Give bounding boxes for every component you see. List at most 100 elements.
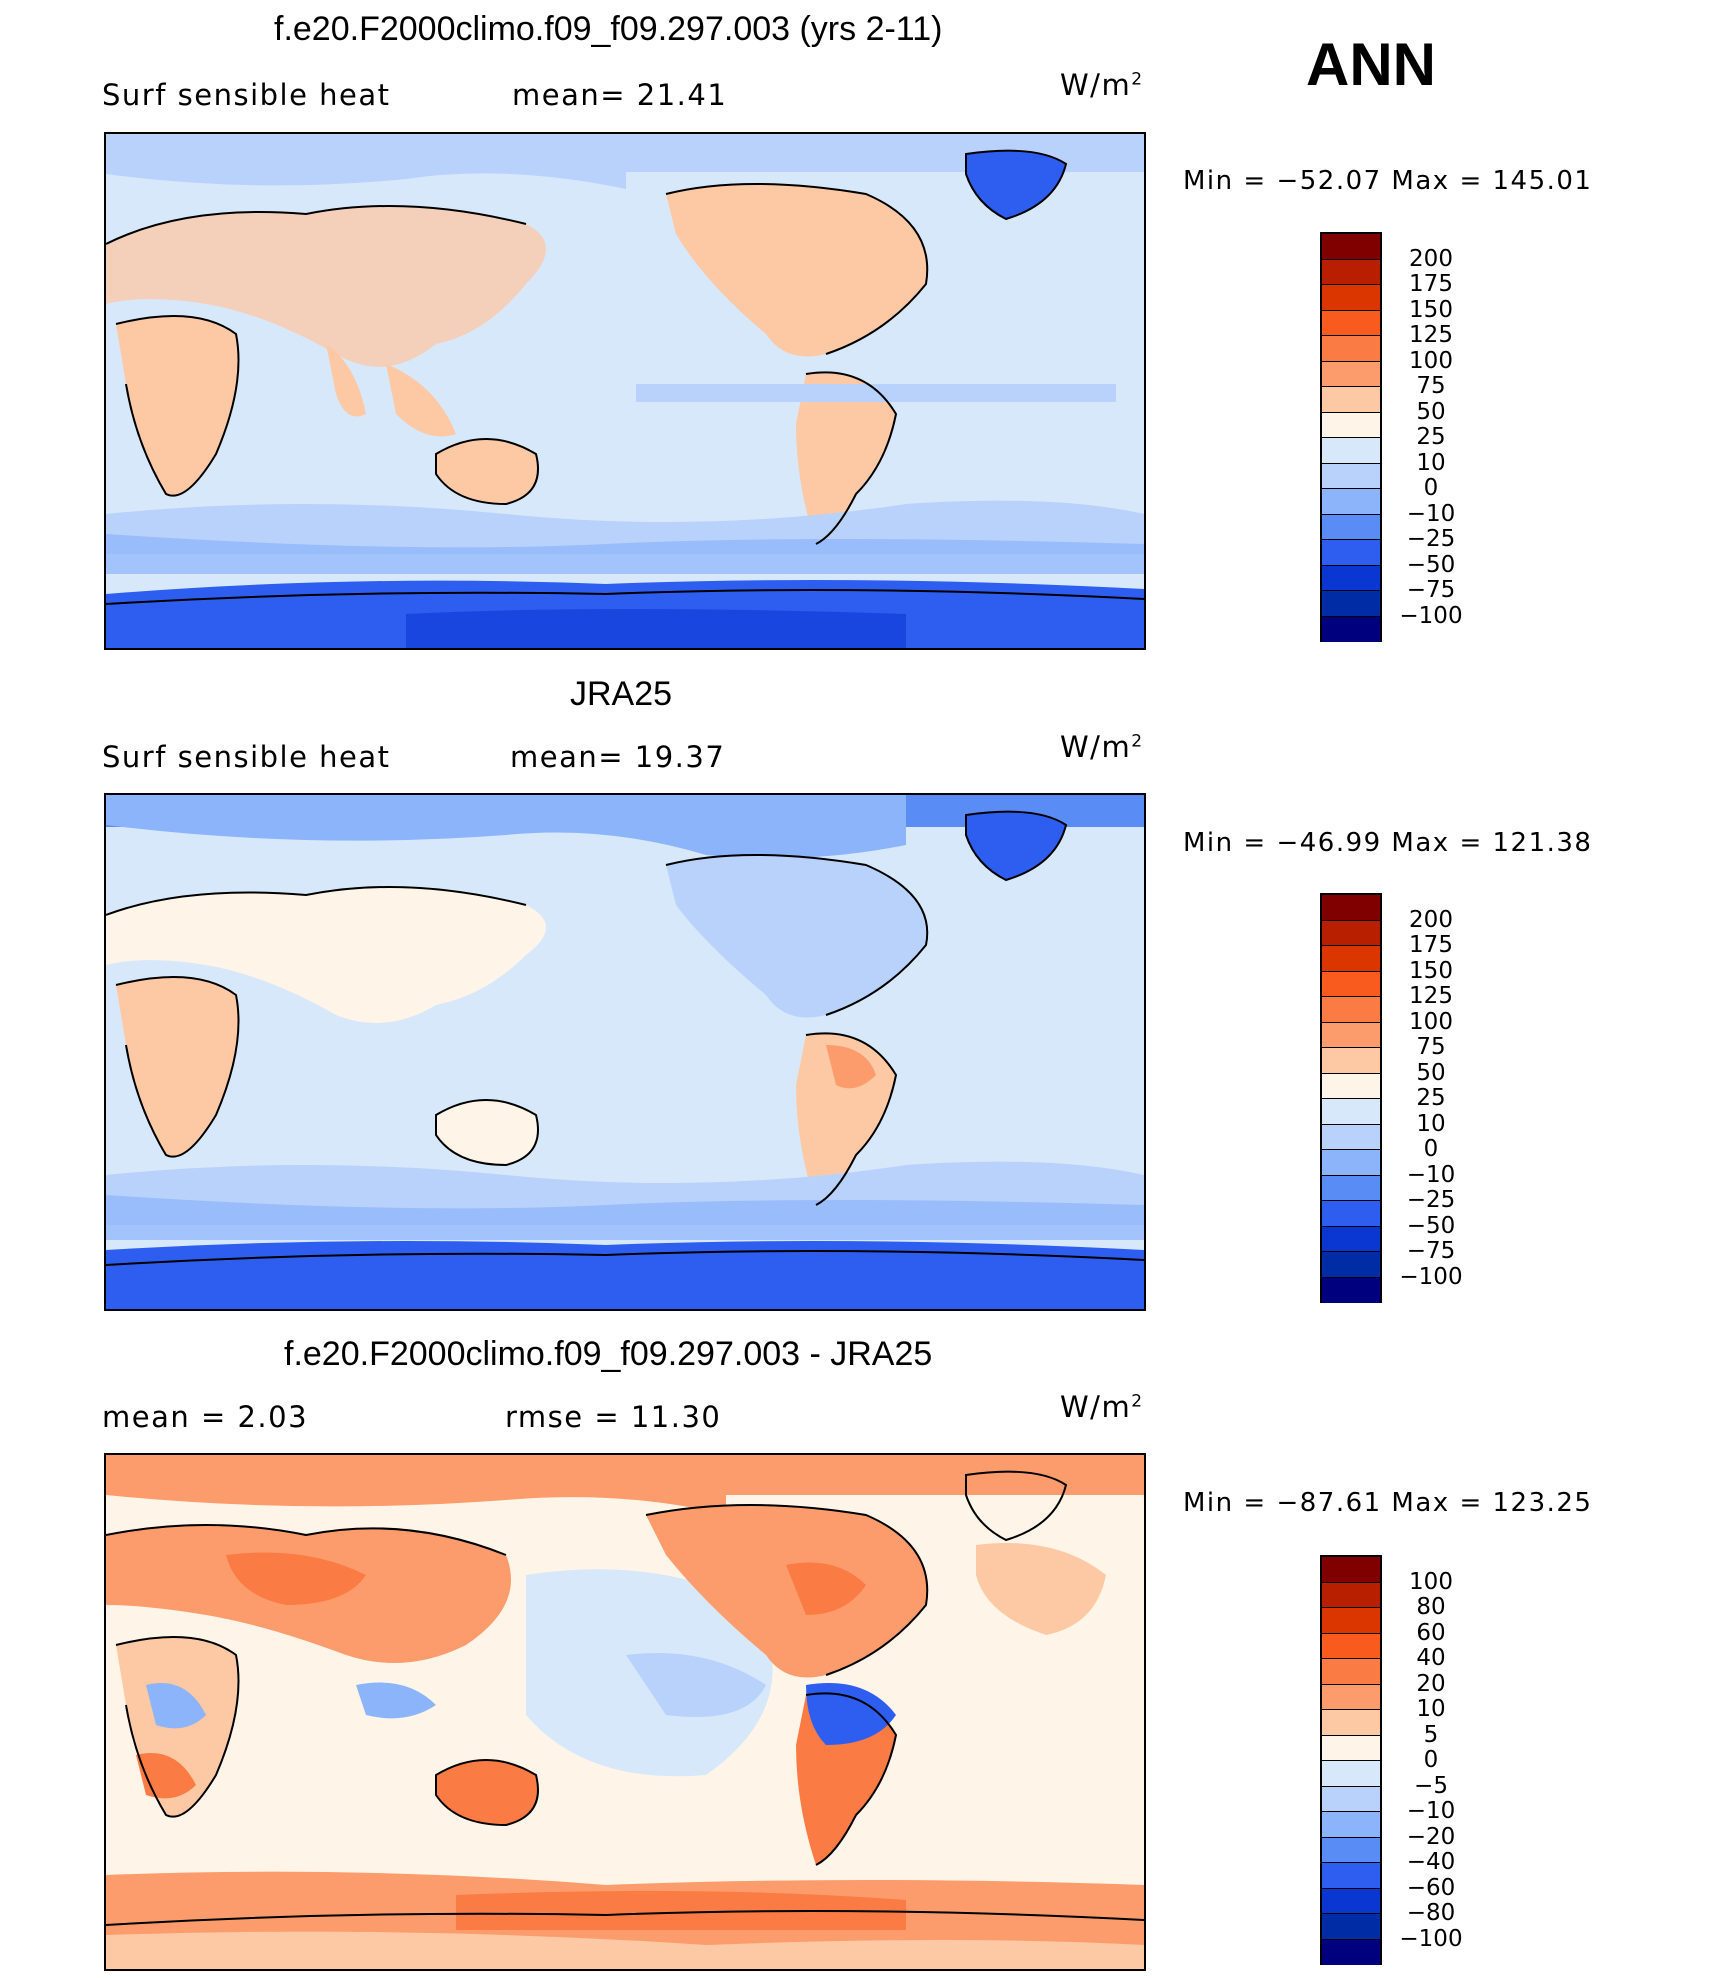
panel-3-units: W/m2 (1060, 1390, 1144, 1424)
colorbar-tick-label: 5 (1423, 1722, 1439, 1748)
colorbar-tick-label: 125 (1409, 322, 1453, 348)
colorbar-swatch (1322, 616, 1380, 642)
colorbar-tick-label: 25 (1416, 424, 1446, 450)
colorbar-swatch (1322, 1812, 1380, 1838)
colorbar-tick-label: 0 (1423, 1136, 1439, 1162)
colorbar-swatch (1322, 310, 1380, 336)
colorbar-tick-label: −75 (1406, 1238, 1456, 1264)
colorbar-swatch (1322, 463, 1380, 489)
colorbar-tick-label: 80 (1416, 1594, 1446, 1620)
colorbar-swatch (1322, 361, 1380, 387)
colorbar-tick-label: 40 (1416, 1645, 1446, 1671)
colorbar-tick-label: −40 (1406, 1849, 1456, 1875)
panel-2-map (104, 793, 1146, 1311)
colorbar-swatch (1322, 1837, 1380, 1863)
colorbar-tick-label: 10 (1416, 450, 1446, 476)
colorbar-tick-label: 10 (1416, 1111, 1446, 1137)
colorbar-swatch (1322, 946, 1380, 972)
colorbar-tick-label: −25 (1406, 526, 1456, 552)
panel-3-minmax: Min = −87.61 Max = 123.25 (1183, 1488, 1593, 1518)
season-label: ANN (1306, 31, 1436, 98)
colorbar-tick-label: −75 (1406, 577, 1456, 603)
colorbar-swatch (1322, 1786, 1380, 1812)
colorbar-swatch (1322, 1099, 1380, 1125)
colorbar-swatch (1322, 387, 1380, 413)
colorbar-swatch (1322, 1659, 1380, 1685)
colorbar-swatch (1322, 438, 1380, 464)
panel-1-variable-label: Surf sensible heat (102, 78, 391, 112)
panel-2-mean-label: mean= 19.37 (510, 740, 726, 774)
panel-1-mean-label: mean= 21.41 (512, 78, 728, 112)
colorbar-tick-label: 125 (1409, 983, 1453, 1009)
colorbar-tick-label: 100 (1409, 1569, 1453, 1595)
colorbar-tick-label: −50 (1406, 1213, 1456, 1239)
colorbar-swatch (1322, 1888, 1380, 1914)
colorbar-tick-label: 100 (1409, 1009, 1453, 1035)
colorbar-tick-label: 25 (1416, 1085, 1446, 1111)
colorbar-tick-label: −5 (1414, 1773, 1448, 1799)
colorbar-tick-label: 0 (1423, 1747, 1439, 1773)
panel-1-units: W/m2 (1060, 68, 1144, 102)
colorbar-tick-label: −60 (1406, 1875, 1456, 1901)
colorbar-tick-label: 75 (1416, 373, 1446, 399)
colorbar-tick-label: −10 (1406, 501, 1456, 527)
colorbar-swatch (1322, 514, 1380, 540)
colorbar-swatch (1322, 1557, 1380, 1583)
colorbar-swatch (1322, 591, 1380, 617)
colorbar-swatch (1322, 1277, 1380, 1303)
colorbar-swatch (1322, 1735, 1380, 1761)
colorbar-tick-label: −80 (1406, 1900, 1456, 1926)
panel-2-colorbar (1320, 893, 1382, 1303)
panel-1-map (104, 132, 1146, 650)
panel-1-title: f.e20.F2000climo.f09_f09.297.003 (yrs 2-… (274, 10, 943, 48)
colorbar-tick-label: −100 (1399, 1264, 1463, 1290)
panel-2-units: W/m2 (1060, 730, 1144, 764)
colorbar-tick-label: 60 (1416, 1620, 1446, 1646)
colorbar-swatch (1322, 997, 1380, 1023)
colorbar-swatch (1322, 1022, 1380, 1048)
colorbar-tick-label: −20 (1406, 1824, 1456, 1850)
panel-3-map (104, 1453, 1146, 1971)
colorbar-swatch (1322, 259, 1380, 285)
panel-3-mean-label: mean = 2.03 (102, 1400, 309, 1434)
colorbar-swatch (1322, 1608, 1380, 1634)
colorbar-swatch (1322, 1124, 1380, 1150)
colorbar-tick-label: −100 (1399, 1926, 1463, 1952)
panel-1-minmax: Min = −52.07 Max = 145.01 (1183, 166, 1593, 196)
colorbar-swatch (1322, 1073, 1380, 1099)
panel-1-colorbar (1320, 232, 1382, 642)
colorbar-tick-label: −100 (1399, 603, 1463, 629)
colorbar-swatch (1322, 234, 1380, 260)
colorbar-swatch (1322, 1201, 1380, 1227)
colorbar-tick-label: 0 (1423, 475, 1439, 501)
colorbar-swatch (1322, 489, 1380, 515)
colorbar-tick-label: 150 (1409, 958, 1453, 984)
colorbar-tick-label: 175 (1409, 932, 1453, 958)
colorbar-swatch (1322, 1582, 1380, 1608)
colorbar-swatch (1322, 412, 1380, 438)
colorbar-tick-label: 150 (1409, 297, 1453, 323)
colorbar-tick-label: 100 (1409, 348, 1453, 374)
colorbar-swatch (1322, 540, 1380, 566)
colorbar-swatch (1322, 895, 1380, 921)
colorbar-swatch (1322, 1048, 1380, 1074)
colorbar-swatch (1322, 336, 1380, 362)
colorbar-swatch (1322, 1252, 1380, 1278)
colorbar-tick-label: −25 (1406, 1187, 1456, 1213)
colorbar-tick-label: 75 (1416, 1034, 1446, 1060)
colorbar-swatch (1322, 1863, 1380, 1889)
colorbar-swatch (1322, 1710, 1380, 1736)
colorbar-tick-label: −10 (1406, 1162, 1456, 1188)
colorbar-swatch (1322, 1150, 1380, 1176)
colorbar-tick-label: 175 (1409, 271, 1453, 297)
colorbar-swatch (1322, 971, 1380, 997)
panel-2-title: JRA25 (570, 675, 673, 713)
colorbar-tick-label: 200 (1409, 246, 1453, 272)
colorbar-swatch (1322, 920, 1380, 946)
colorbar-swatch (1322, 1175, 1380, 1201)
colorbar-tick-label: 10 (1416, 1696, 1446, 1722)
panel-2-minmax: Min = −46.99 Max = 121.38 (1183, 828, 1593, 858)
colorbar-tick-label: 200 (1409, 907, 1453, 933)
colorbar-swatch (1322, 1939, 1380, 1965)
colorbar-tick-label: −50 (1406, 552, 1456, 578)
